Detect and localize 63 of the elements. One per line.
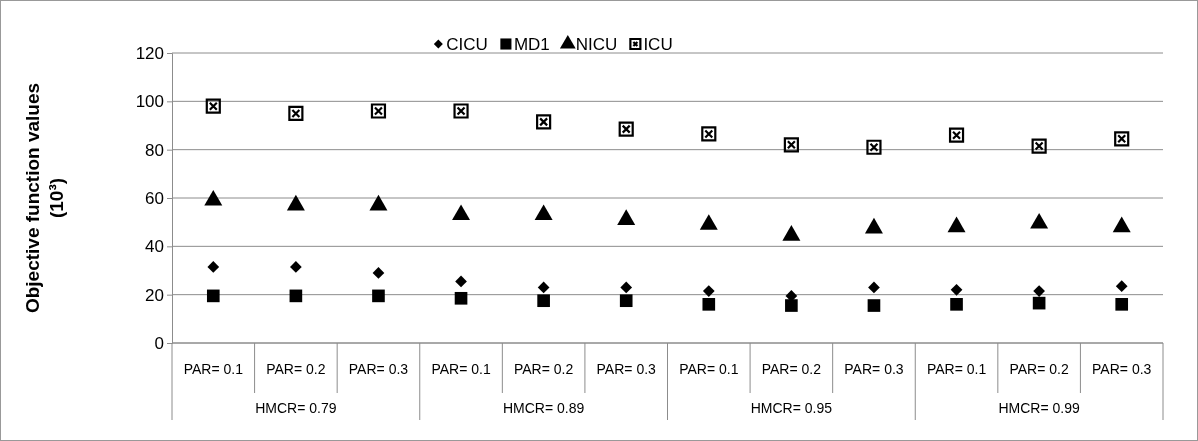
point [701, 126, 717, 142]
x-tick-label: PAR= 0.3 [1092, 361, 1152, 377]
y-tick-label: 120 [135, 43, 164, 63]
point [372, 289, 385, 303]
x-tick-label: PAR= 0.3 [348, 361, 409, 377]
y-tick-label: 100 [135, 92, 164, 112]
x-tick-label: PAR= 0.2 [1009, 361, 1069, 377]
point [866, 139, 882, 155]
y-axis-title: Objective function values (10³) [22, 82, 67, 314]
point [206, 289, 220, 303]
legend-label: CICU [446, 35, 488, 54]
point [785, 299, 798, 312]
point [702, 298, 716, 311]
point [453, 103, 469, 119]
point [783, 137, 799, 153]
y-tick-label: 80 [145, 140, 164, 160]
point [1033, 285, 1045, 297]
x-tick-label: PAR= 0.2 [513, 361, 574, 377]
y-tick-label: 40 [145, 237, 164, 257]
point [867, 299, 881, 312]
legend-label: MD1 [513, 35, 550, 54]
text: HMCR= 0.99 [998, 400, 1080, 416]
point [537, 281, 550, 294]
point [372, 267, 385, 279]
point [950, 283, 963, 296]
point [1115, 298, 1129, 311]
x-tick-label: PAR= 0.2 [266, 361, 326, 377]
text: HMCR= 0.89 [502, 400, 585, 416]
y-tick-label: 0 [154, 333, 164, 353]
x-tick-label: PAR= 0.1 [183, 361, 244, 377]
point [290, 261, 302, 273]
point [536, 114, 552, 130]
text: HMCR= 0.95 [750, 400, 833, 416]
point [207, 261, 220, 273]
point [868, 281, 880, 294]
y-tick-label: 60 [145, 188, 164, 208]
legend-label: NICU [575, 35, 618, 54]
point [288, 105, 304, 122]
legend-label: ICU [643, 35, 673, 54]
point [1031, 138, 1047, 154]
point [289, 289, 303, 303]
text: HMCR= 0.79 [255, 400, 337, 416]
y-tick-label: 20 [145, 285, 164, 305]
point [1032, 296, 1046, 310]
x-tick-label: PAR= 0.3 [596, 361, 657, 377]
point [619, 294, 633, 308]
point [702, 285, 715, 297]
x-tick-label: PAR= 0.3 [844, 361, 904, 377]
point [205, 98, 221, 114]
point [620, 281, 633, 294]
x-tick-label: PAR= 0.1 [431, 361, 491, 377]
x-tick-label: PAR= 0.1 [679, 361, 739, 377]
point [370, 103, 387, 119]
point [618, 121, 634, 137]
point [455, 275, 467, 288]
point [948, 127, 965, 143]
x-tick-label: PAR= 0.1 [926, 361, 987, 377]
point [950, 298, 963, 311]
point [1115, 280, 1128, 293]
point [1114, 131, 1130, 147]
point [537, 294, 550, 308]
point [454, 291, 468, 305]
x-tick-label: PAR= 0.2 [761, 361, 822, 377]
